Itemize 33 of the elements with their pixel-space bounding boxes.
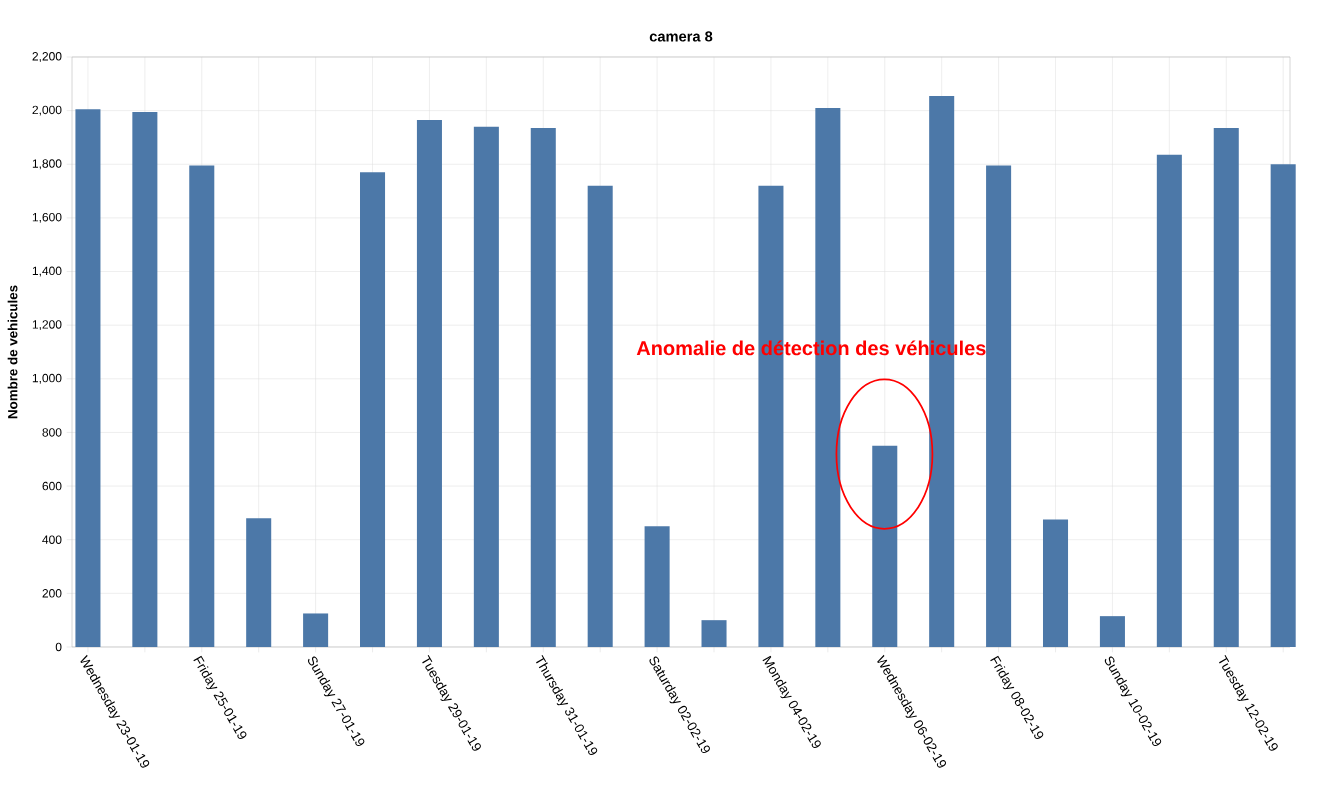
y-tick-label: 1,800	[32, 159, 62, 170]
bar	[303, 613, 329, 647]
y-tick-label: 400	[42, 535, 62, 544]
bar	[587, 185, 613, 647]
bar	[644, 526, 670, 647]
y-tick-label: 200	[42, 589, 62, 598]
bar	[872, 445, 898, 647]
y-axis-title: Nombre de vehicules	[7, 285, 18, 419]
bar	[1099, 616, 1125, 647]
bar	[1042, 519, 1069, 647]
bar	[132, 111, 158, 647]
y-tick-label: 600	[42, 481, 62, 491]
bar	[1213, 128, 1239, 647]
y-tick-label: 2,200	[32, 52, 62, 62]
y-tick-label: 1,600	[32, 212, 62, 223]
y-tick-label: 1,400	[32, 266, 62, 277]
y-tick-label: 800	[42, 428, 62, 437]
bar	[701, 620, 727, 647]
y-tick-label: 2,000	[32, 105, 62, 116]
y-tick-label: 1,200	[32, 320, 62, 331]
bar	[246, 518, 272, 647]
bar	[1270, 164, 1296, 647]
bar	[986, 165, 1012, 647]
bar	[75, 109, 101, 647]
bar	[1156, 154, 1182, 647]
bar	[530, 128, 556, 647]
bar	[473, 126, 499, 647]
bar	[360, 172, 386, 647]
bar	[416, 120, 442, 647]
chart-title: camera 8	[649, 31, 713, 42]
y-tick-label: 1,000	[32, 373, 62, 384]
y-tick-label: 0	[55, 642, 62, 652]
bar	[189, 165, 215, 647]
